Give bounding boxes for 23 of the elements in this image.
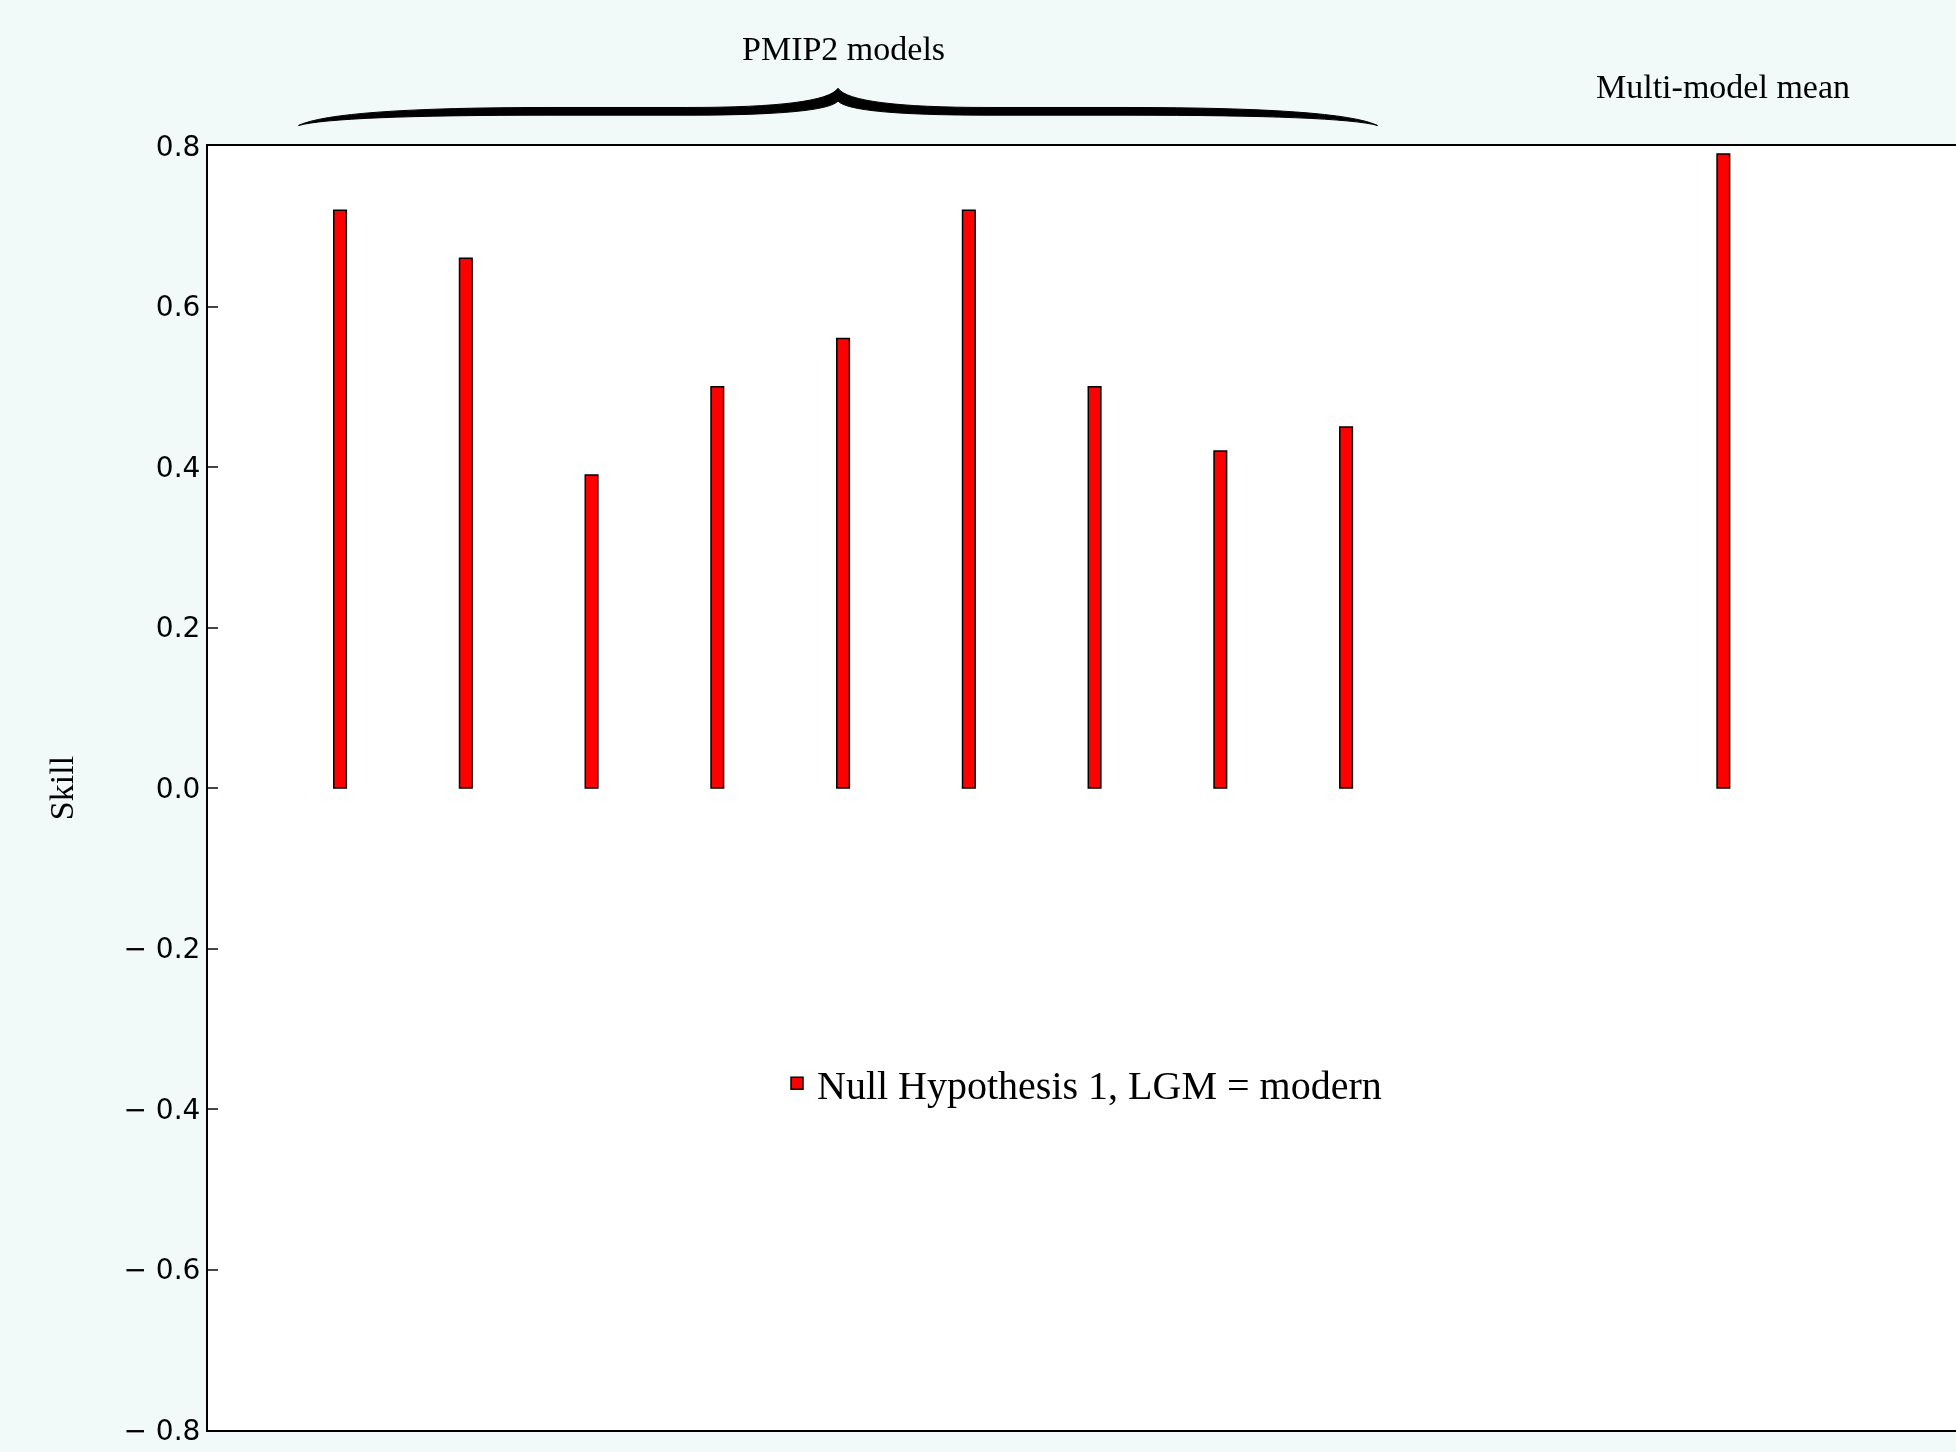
y-tick-label: 0.2 xyxy=(155,611,201,645)
y-tick-label: − 0.4 xyxy=(123,1092,201,1126)
bar xyxy=(836,337,851,789)
text: PMIP2 models xyxy=(742,30,946,67)
text: Multi-model mean xyxy=(1596,68,1851,105)
bar xyxy=(584,474,599,789)
bar xyxy=(961,209,976,789)
y-tick-label: 0.6 xyxy=(155,290,201,324)
bar xyxy=(458,257,473,789)
bar xyxy=(1213,450,1228,789)
y-tick-label: 0.8 xyxy=(155,129,201,163)
y-tick-label: 0.0 xyxy=(155,771,201,805)
y-tick-label: − 0.8 xyxy=(123,1413,201,1447)
legend-label: Null Hypothesis 1, LGM = modern xyxy=(817,1062,1382,1108)
y-tick-label: 0.4 xyxy=(155,450,201,484)
y-tick-label: − 0.6 xyxy=(123,1253,201,1287)
bar xyxy=(1716,153,1731,789)
bar xyxy=(710,386,725,789)
bar xyxy=(333,209,348,789)
bar xyxy=(1339,426,1354,789)
y-axis-title: Skill xyxy=(42,755,80,821)
bar xyxy=(1087,386,1102,789)
y-tick-label: − 0.2 xyxy=(123,932,201,966)
